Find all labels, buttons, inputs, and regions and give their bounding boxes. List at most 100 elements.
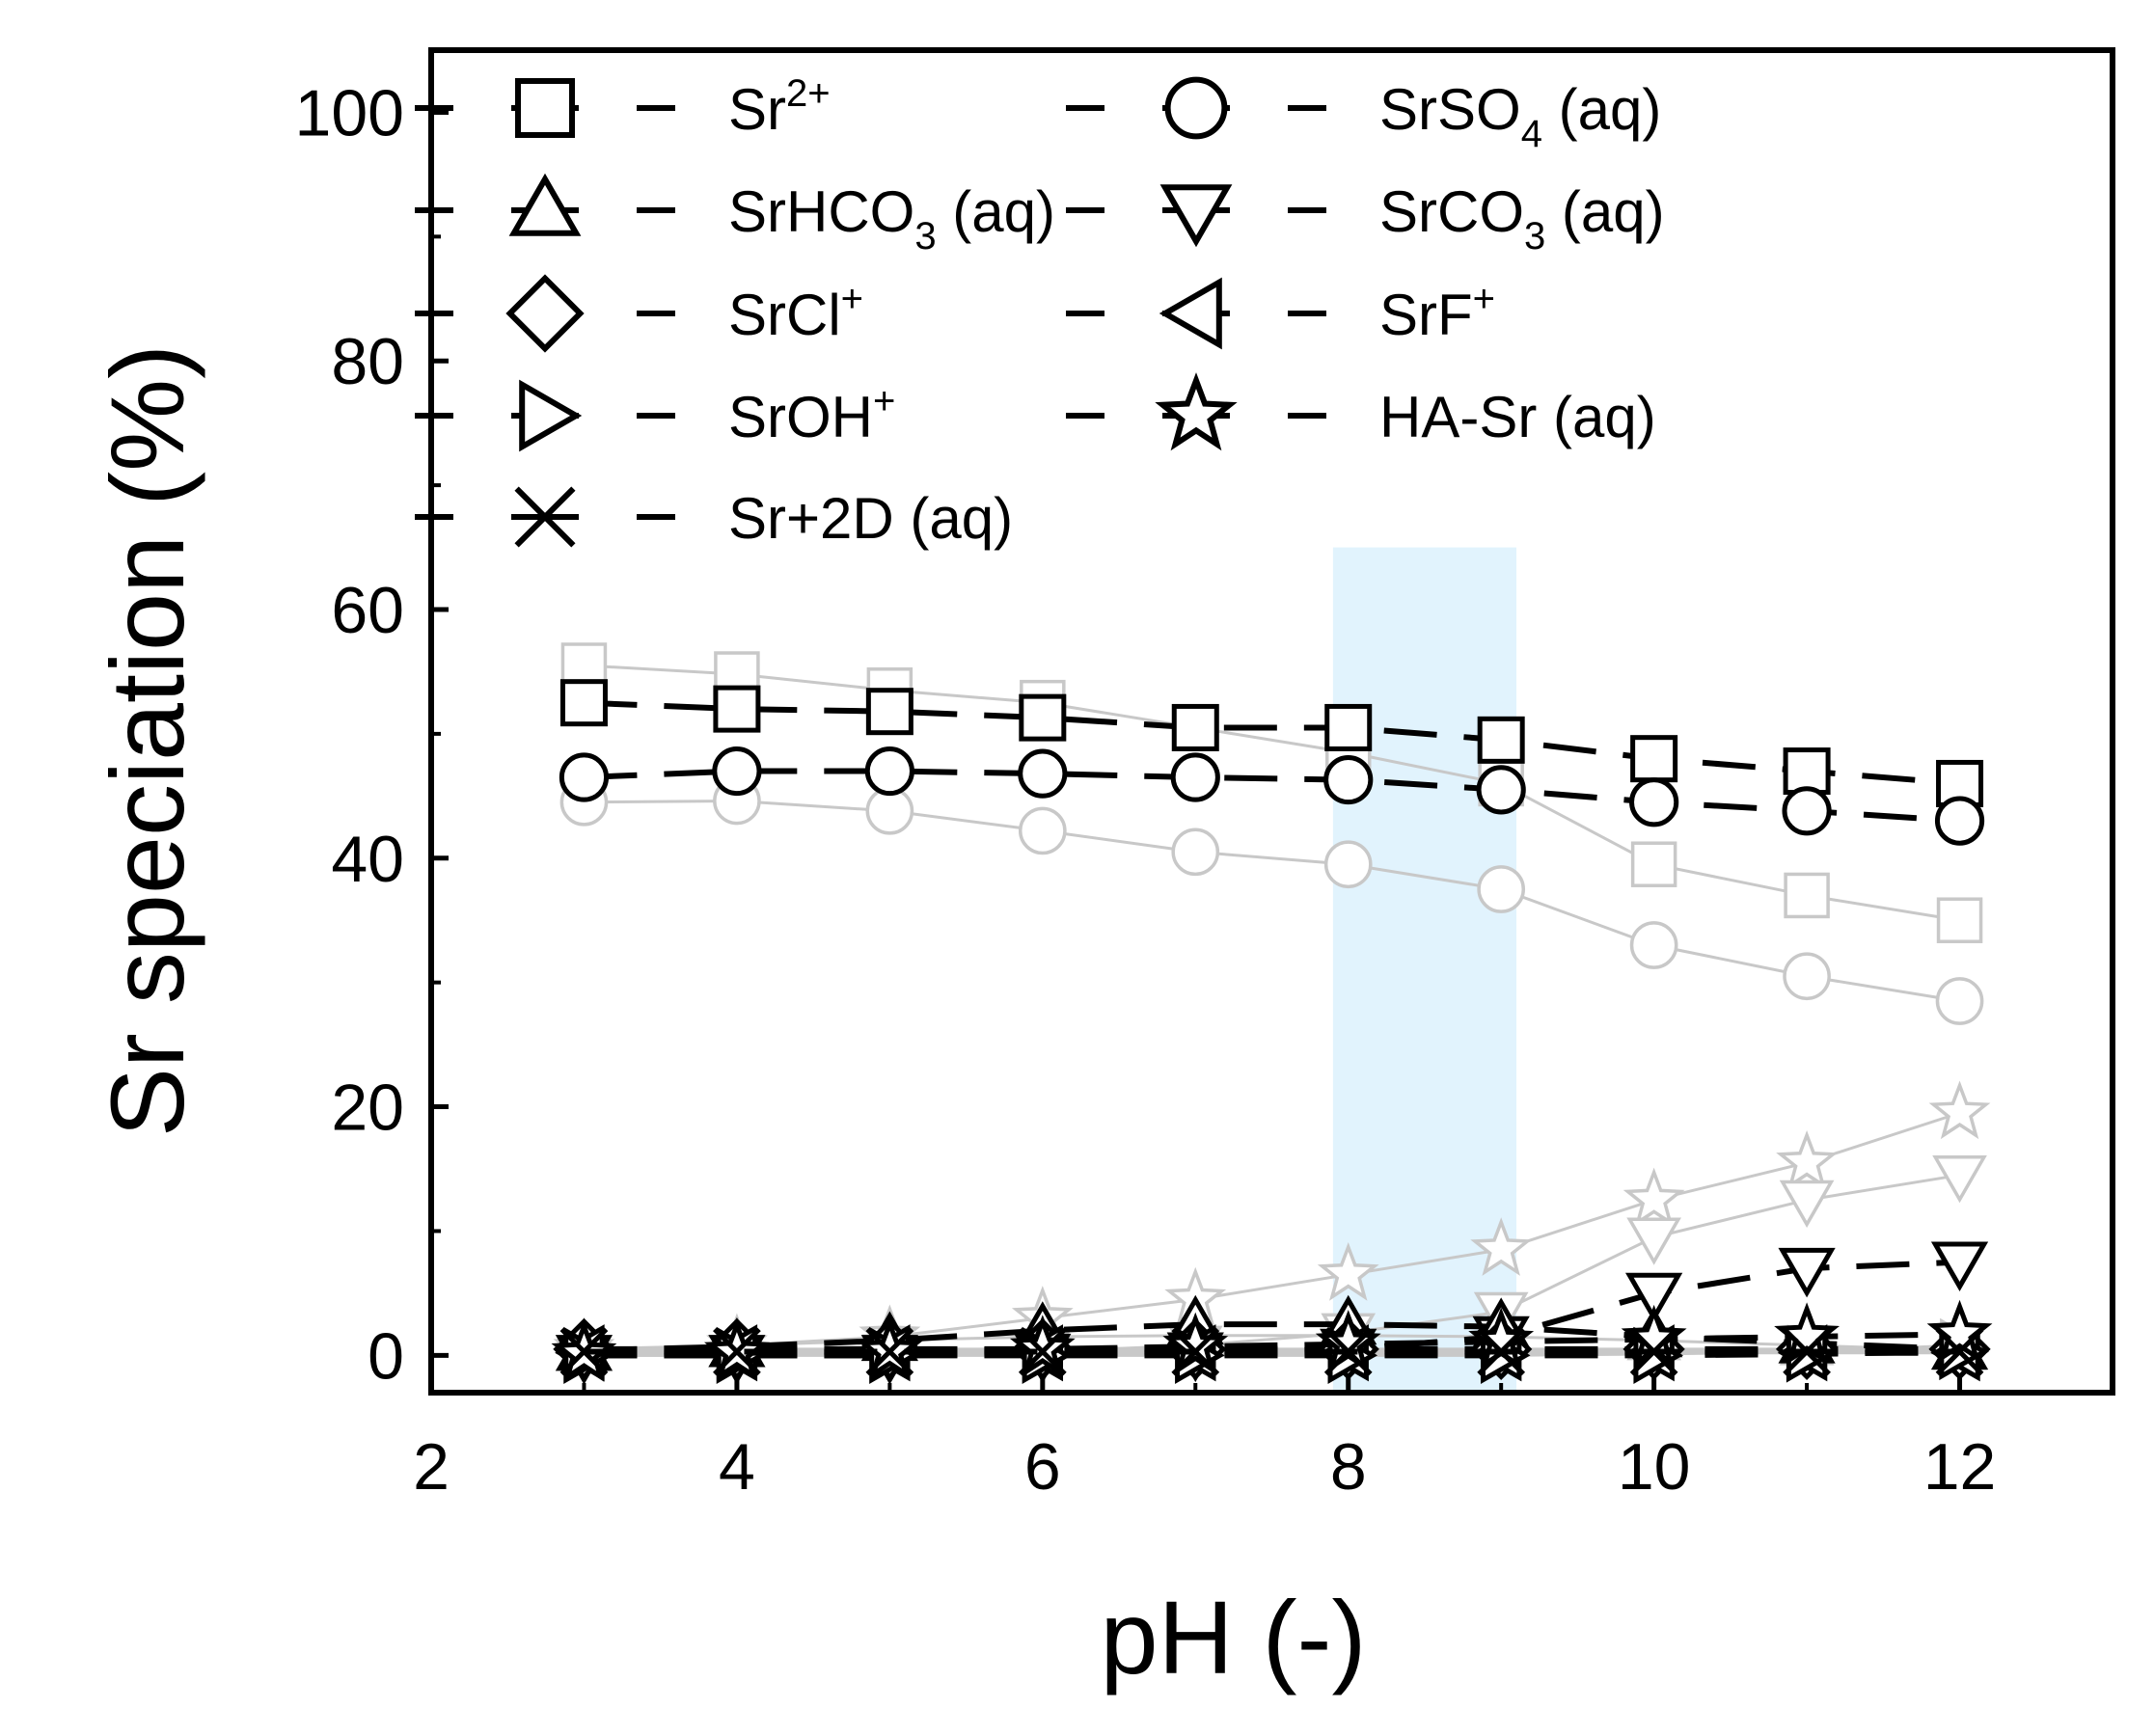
data-point: [1477, 716, 1525, 764]
data-point: [1630, 841, 1677, 887]
series-line: [584, 1111, 1961, 1351]
data-point: [1783, 1327, 1831, 1376]
legend-gap: [579, 275, 637, 352]
data-point: [1934, 796, 1985, 846]
data-point: [1630, 735, 1678, 783]
series-line: [584, 1348, 1960, 1359]
data-point: [1170, 752, 1220, 802]
data-point: [712, 746, 762, 797]
legend-gap: [453, 377, 511, 454]
data-point: [865, 1327, 914, 1376]
axis-ticks: 2 4 6 8 10 12 0 20 40 60 80 100: [295, 76, 1997, 1504]
legend-gap: [1104, 377, 1162, 454]
plot-frame: [428, 47, 2115, 1396]
legend-item: SrCO3 (aq): [1066, 172, 1665, 258]
legend: Sr2+ SrSO4 (aq) SrHCO3 (aq) SrCO3 (aq) SrCl+…: [415, 69, 1665, 556]
data-point: [1477, 1327, 1526, 1376]
data-point: [713, 685, 761, 733]
series-line: [584, 699, 1960, 787]
legend-label: SrHCO3 (aq): [728, 179, 1055, 258]
data-point: [1936, 897, 1983, 943]
data-point: [1928, 1080, 1991, 1140]
legend-marker-triangle-up-icon: [508, 173, 582, 236]
data-point: [1018, 806, 1067, 855]
legend-marker-x-icon: [514, 486, 576, 548]
legend-marker-triangle-right-icon: [519, 379, 583, 452]
series-line: [584, 1334, 1960, 1352]
legend-marker-star-icon: [1155, 372, 1238, 451]
legend-gap: [579, 172, 637, 249]
data-point: [559, 752, 610, 802]
y-tick-label: 60: [331, 574, 404, 647]
data-point: [1018, 748, 1068, 799]
x-tick-label: 2: [413, 1430, 450, 1504]
data-point: [1926, 1299, 1993, 1363]
data-point: [559, 1327, 609, 1376]
data-point: [1935, 977, 1984, 1025]
x-tick-label: 4: [719, 1430, 755, 1504]
data-point: [1932, 1154, 1987, 1204]
series-square-gray: [560, 642, 1983, 943]
data-point: [1324, 703, 1373, 751]
data-point: [1783, 747, 1831, 796]
series-star-black: [551, 1299, 1993, 1382]
data-point: [1776, 1130, 1838, 1189]
data-point: [865, 688, 913, 736]
data-point: [1629, 777, 1679, 827]
y-axis-title: Sr speciation (%): [89, 344, 205, 1137]
y-tick-label: 100: [295, 76, 404, 149]
data-point: [1783, 952, 1831, 1001]
legend-gap: [1230, 172, 1288, 249]
data-point: [1629, 921, 1678, 969]
data-point: [1622, 1167, 1685, 1227]
legend-label: SrOH+: [728, 380, 895, 449]
legend-label: HA-Sr (aq): [1379, 385, 1656, 449]
series-circle-gray: [559, 776, 1984, 1025]
legend-marker-diamond-icon: [505, 274, 585, 353]
series-line: [584, 768, 1960, 825]
data-point: [1171, 703, 1219, 751]
data-point: [1019, 693, 1067, 742]
data-point: [1470, 1217, 1533, 1276]
data-point: [1935, 1327, 1984, 1376]
series-x-black: [559, 1327, 1984, 1376]
legend-marker-circle-icon: [1164, 76, 1228, 140]
legend-item: HA-Sr (aq): [1066, 372, 1656, 454]
series-star-gray: [553, 1080, 1991, 1376]
legend-gap: [1230, 69, 1288, 147]
legend-label: SrCO3 (aq): [1379, 179, 1665, 258]
y-tick-label: 0: [368, 1319, 404, 1393]
data-point: [1784, 872, 1830, 919]
legend-item: Sr+2D (aq): [415, 478, 1013, 556]
data-point: [1323, 754, 1374, 805]
legend-gap: [579, 478, 637, 556]
legend-label: SrF+: [1379, 278, 1495, 347]
series-line: [584, 799, 1960, 1003]
x-tick-label: 8: [1330, 1430, 1367, 1504]
legend-marker-square-icon: [515, 78, 575, 138]
legend-gap: [1104, 69, 1162, 147]
legend-gap: [579, 69, 637, 147]
legend-marker-triangle-left-icon: [1159, 277, 1222, 350]
data-point: [1317, 1242, 1379, 1301]
data-point: [1782, 786, 1832, 836]
legend-gap: [453, 275, 511, 352]
x-tick-label: 6: [1024, 1430, 1061, 1504]
x-tick-label: 10: [1618, 1430, 1691, 1504]
legend-item: SrF+: [1066, 275, 1495, 352]
y-tick-label: 20: [331, 1071, 404, 1145]
data-point: [1171, 1327, 1220, 1376]
data-point: [1323, 840, 1373, 889]
legend-gap: [453, 69, 511, 147]
x-tick-label: 12: [1923, 1430, 1997, 1504]
legend-gap: [453, 172, 511, 249]
legend-label: Sr+2D (aq): [728, 486, 1013, 551]
data-point: [1930, 1241, 1989, 1291]
data-point: [1626, 1217, 1681, 1265]
data-point: [1477, 865, 1526, 913]
series-layer: [551, 642, 1993, 1385]
series-circle-black: [559, 746, 1985, 846]
data-point: [1323, 1327, 1373, 1376]
data-point: [1018, 1327, 1067, 1376]
